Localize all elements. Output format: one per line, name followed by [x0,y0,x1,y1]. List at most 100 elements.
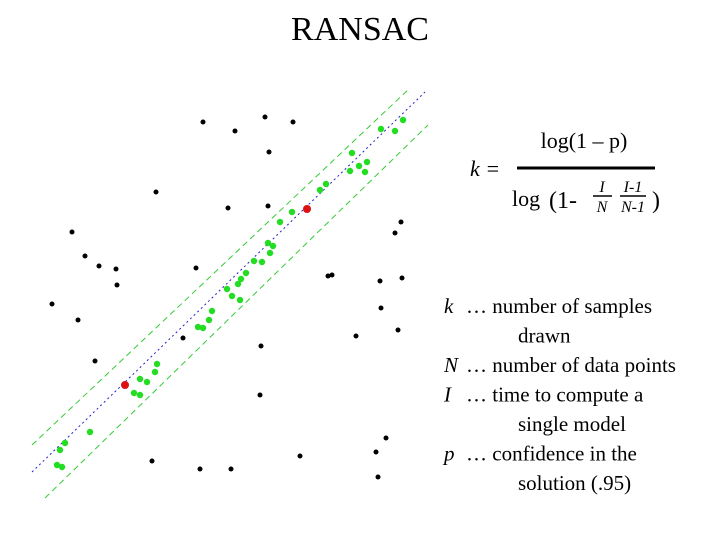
inlier-point [53,461,61,469]
definition-text: … number of samples [466,294,652,318]
outlier-point [383,435,389,441]
inlier-point [194,323,202,331]
threshold-line [31,87,411,446]
inlier-point [269,242,277,250]
formula: k = log(1 – p) log (1- I N I-1 N-1 ) [470,128,660,216]
formula-log: log [512,186,540,211]
inlier-point [363,158,371,166]
inlier-point [288,208,296,216]
outlier-point [265,203,271,209]
inlier-point [258,258,266,266]
definition-symbol: p [442,442,455,466]
inlier-point [136,375,144,383]
inlier-point [348,149,356,157]
outlier-point [197,466,203,472]
inlier-point [56,446,64,454]
definition-symbol: k [444,294,454,318]
inlier-point [266,249,274,257]
outlier-point [200,119,206,125]
sample-point [121,381,129,389]
inlier-point [86,428,94,436]
definition-text: … time to compute a [466,383,644,407]
formula-lhs: k = [470,156,500,181]
outlier-point [297,453,303,459]
outlier-point [258,343,264,349]
inlier-point [391,127,399,135]
outlier-point [325,273,331,279]
frac-den: N [596,199,609,216]
definition-symbol: N [443,353,459,377]
definition-continuation: single model [518,412,626,436]
inlier-point [223,285,231,293]
definitions: k … number of samples drawn N … number of da… [442,294,676,495]
inlier-point [236,296,244,304]
outlier-point [329,272,335,278]
inlier-point [242,269,250,277]
outlier-point [257,392,263,398]
inlier-point [355,162,363,170]
outlier-point [228,466,234,472]
threshold-line [44,124,429,499]
definition-symbol: I [443,383,452,407]
outlier-point [180,335,186,341]
inlier-point [205,316,213,324]
inlier-point [237,275,245,283]
frac-num: I-1 [623,179,643,196]
outlier-point [378,305,384,311]
inlier-point [143,378,151,386]
formula-numerator: log(1 – p) [541,128,628,153]
outlier-point [266,149,272,155]
outlier-point [373,449,379,455]
outlier-point [82,253,88,259]
outlier-point [114,282,120,288]
inlier-point [61,439,69,447]
inlier-point [346,167,354,175]
title: RANSAC [291,11,429,48]
outlier-point [290,119,296,125]
outlier-point [392,230,398,236]
outlier-point [398,219,404,225]
frac-num: I [598,179,605,196]
inlier-point [130,389,138,397]
outlier-point [399,275,405,281]
outlier-point [193,265,199,271]
outlier-point [225,205,231,211]
inlier-point [250,257,258,265]
formula-close: ) [652,188,660,214]
outlier-point [153,189,159,195]
inlier-point [234,280,242,288]
definition-text: … number of data points [466,353,676,377]
sample-point [303,205,311,213]
outlier-point [69,229,75,235]
outlier-point [96,263,102,269]
outlier-point [92,358,98,364]
definition-continuation: drawn [518,324,571,348]
inlier-point [136,391,144,399]
inlier-point [316,186,324,194]
inlier-point [208,307,216,315]
outlier-point [232,128,238,134]
definition-continuation: solution (.95) [518,471,631,495]
outlier-point [353,333,359,339]
inlier-point [276,218,284,226]
outlier-point [377,278,383,284]
inlier-point [58,463,66,471]
inlier-point [264,239,272,247]
outlier-point [75,317,81,323]
outlier-point [113,266,119,272]
inlier-point [153,360,161,368]
inlier-point [399,116,407,124]
ransac-illustration [31,87,429,499]
inlier-point [199,324,207,332]
outlier-point [49,301,55,307]
inlier-point [228,292,236,300]
outlier-point [262,114,268,120]
outlier-point [149,458,155,464]
fitted-line [31,91,426,473]
frac-den: N-1 [620,199,645,216]
inlier-point [151,368,159,376]
outlier-point [395,327,401,333]
inlier-point [322,180,330,188]
definition-text: … confidence in the [466,442,637,466]
